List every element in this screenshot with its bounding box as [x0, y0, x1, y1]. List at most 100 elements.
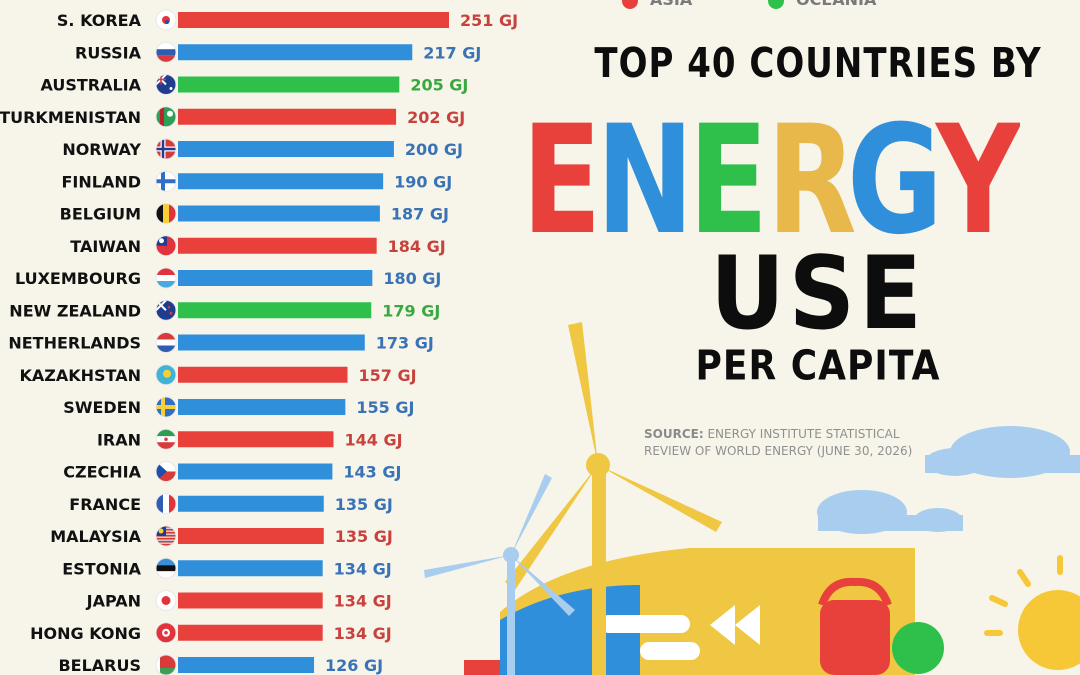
- flag-australia-icon: [155, 74, 177, 95]
- value-label: 134 GJ: [334, 592, 392, 611]
- country-label: NEW ZEALAND: [9, 301, 141, 320]
- bar-row: FRANCE 135 GJ: [69, 493, 393, 515]
- flag-czechia-icon: [155, 461, 177, 482]
- bar: [178, 560, 323, 577]
- bar: [178, 270, 373, 286]
- value-label: 134 GJ: [334, 624, 392, 643]
- country-label: SWEDEN: [63, 398, 141, 417]
- value-label: 173 GJ: [376, 334, 434, 353]
- bar-row: S. KOREA 251 GJ: [57, 9, 518, 31]
- title-line-per-capita: PER CAPITA: [695, 342, 941, 391]
- bar: [178, 528, 324, 544]
- title-energy-letter: N: [596, 100, 694, 245]
- sun-icon: [984, 555, 1080, 670]
- flag-japan-icon: [155, 590, 177, 611]
- bar-row: BELARUS 126 GJ: [58, 654, 383, 675]
- bar: [178, 76, 400, 93]
- country-label: TAIWAN: [70, 237, 141, 256]
- value-label: 190 GJ: [394, 172, 452, 191]
- country-label: NORWAY: [62, 140, 141, 159]
- bar: [178, 237, 377, 254]
- flag-south-korea-icon: [155, 9, 177, 31]
- value-label: 126 GJ: [325, 656, 383, 675]
- value-label: 200 GJ: [405, 140, 463, 159]
- bar-row: JAPAN 134 GJ: [86, 590, 392, 611]
- flag-belarus-icon: [155, 654, 177, 675]
- value-label: 217 GJ: [423, 43, 481, 62]
- flag-netherlands-icon: [155, 332, 177, 353]
- value-label: 205 GJ: [410, 76, 468, 95]
- country-label: FRANCE: [69, 495, 141, 514]
- value-label: 134 GJ: [334, 559, 392, 578]
- bar: [178, 334, 365, 351]
- bar-row: TAIWAN 184 GJ: [70, 235, 446, 257]
- country-label: JAPAN: [86, 592, 141, 611]
- title-energy-letter: R: [767, 100, 857, 245]
- value-label: 202 GJ: [407, 108, 465, 127]
- value-label: 144 GJ: [344, 430, 402, 449]
- legend-label: ASIA: [650, 0, 692, 9]
- legend-item-asia: ASIA: [622, 0, 692, 9]
- value-label: 251 GJ: [460, 11, 518, 30]
- country-label: KAZAKHSTAN: [19, 366, 141, 385]
- bar: [178, 657, 315, 673]
- bar: [178, 495, 324, 512]
- bar-row: IRAN 144 GJ: [97, 428, 403, 450]
- bar: [178, 366, 348, 383]
- bar-row: KAZAKHSTAN 157 GJ: [19, 364, 417, 386]
- country-label: HONG KONG: [30, 624, 141, 643]
- bar: [178, 592, 323, 609]
- title-energy-letter: G: [847, 100, 943, 245]
- source-label: SOURCE:: [644, 427, 704, 441]
- bar-row: NETHERLANDS 173 GJ: [8, 332, 434, 353]
- source-note: SOURCE: ENERGY INSTITUTE STATISTICAL REV…: [644, 426, 914, 460]
- title-energy-word: ENERGY: [522, 100, 1020, 245]
- country-label: S. KOREA: [57, 11, 142, 30]
- flag-new-zealand-icon: [155, 299, 177, 321]
- flag-estonia-icon: [155, 557, 177, 579]
- bar: [178, 44, 413, 61]
- value-label: 155 GJ: [356, 398, 414, 417]
- bar-row: AUSTRALIA 205 GJ: [40, 74, 468, 95]
- title-line-top: TOP 40 COUNTRIES BY: [594, 40, 1042, 88]
- title-energy-letter: E: [688, 100, 768, 245]
- bar-row: HONG KONG 134 GJ: [30, 622, 392, 644]
- bar: [178, 399, 346, 415]
- value-label: 179 GJ: [382, 301, 440, 320]
- value-label: 157 GJ: [359, 366, 417, 385]
- wind-turbine-icon: [424, 474, 575, 675]
- bar-row: SWEDEN 155 GJ: [63, 396, 414, 418]
- flag-russia-icon: [155, 41, 177, 63]
- bar-row: NORWAY 200 GJ: [62, 138, 463, 160]
- country-label: CZECHIA: [63, 463, 141, 482]
- bar: [178, 173, 384, 190]
- bar: [178, 624, 323, 641]
- source-text: ENERGY INSTITUTE STATISTICAL REVIEW OF W…: [644, 427, 913, 458]
- value-label: 187 GJ: [391, 205, 449, 224]
- bar-row: ESTONIA 134 GJ: [62, 557, 392, 579]
- flag-turkmenistan-icon: [155, 106, 177, 128]
- bar-row: RUSSIA 217 GJ: [75, 41, 481, 63]
- bar-row: LUXEMBOURG 180 GJ: [15, 267, 441, 289]
- flag-france-icon: [155, 493, 177, 515]
- bar: [178, 141, 394, 157]
- flag-luxembourg-icon: [155, 267, 177, 289]
- flag-kazakhstan-icon: [155, 364, 177, 386]
- flag-belgium-icon: [155, 203, 177, 224]
- country-label: BELGIUM: [60, 205, 141, 224]
- country-label: ESTONIA: [62, 559, 141, 578]
- bar-chart: S. KOREA 251 GJ RUSSIA 217 GJ AUSTRALIA 205 G…: [0, 9, 518, 675]
- country-label: RUSSIA: [75, 43, 142, 62]
- bar: [178, 431, 334, 448]
- wind-turbine-icon: [505, 322, 722, 675]
- value-label: 184 GJ: [388, 237, 446, 256]
- bar: [178, 205, 380, 222]
- cloud-icon: [817, 490, 963, 534]
- value-label: 180 GJ: [383, 269, 441, 288]
- legend-label: OCEANIA: [796, 0, 876, 9]
- value-label: 135 GJ: [335, 495, 393, 514]
- bar-row: NEW ZEALAND 179 GJ: [9, 299, 440, 321]
- bar: [178, 302, 372, 319]
- value-label: 143 GJ: [343, 463, 401, 482]
